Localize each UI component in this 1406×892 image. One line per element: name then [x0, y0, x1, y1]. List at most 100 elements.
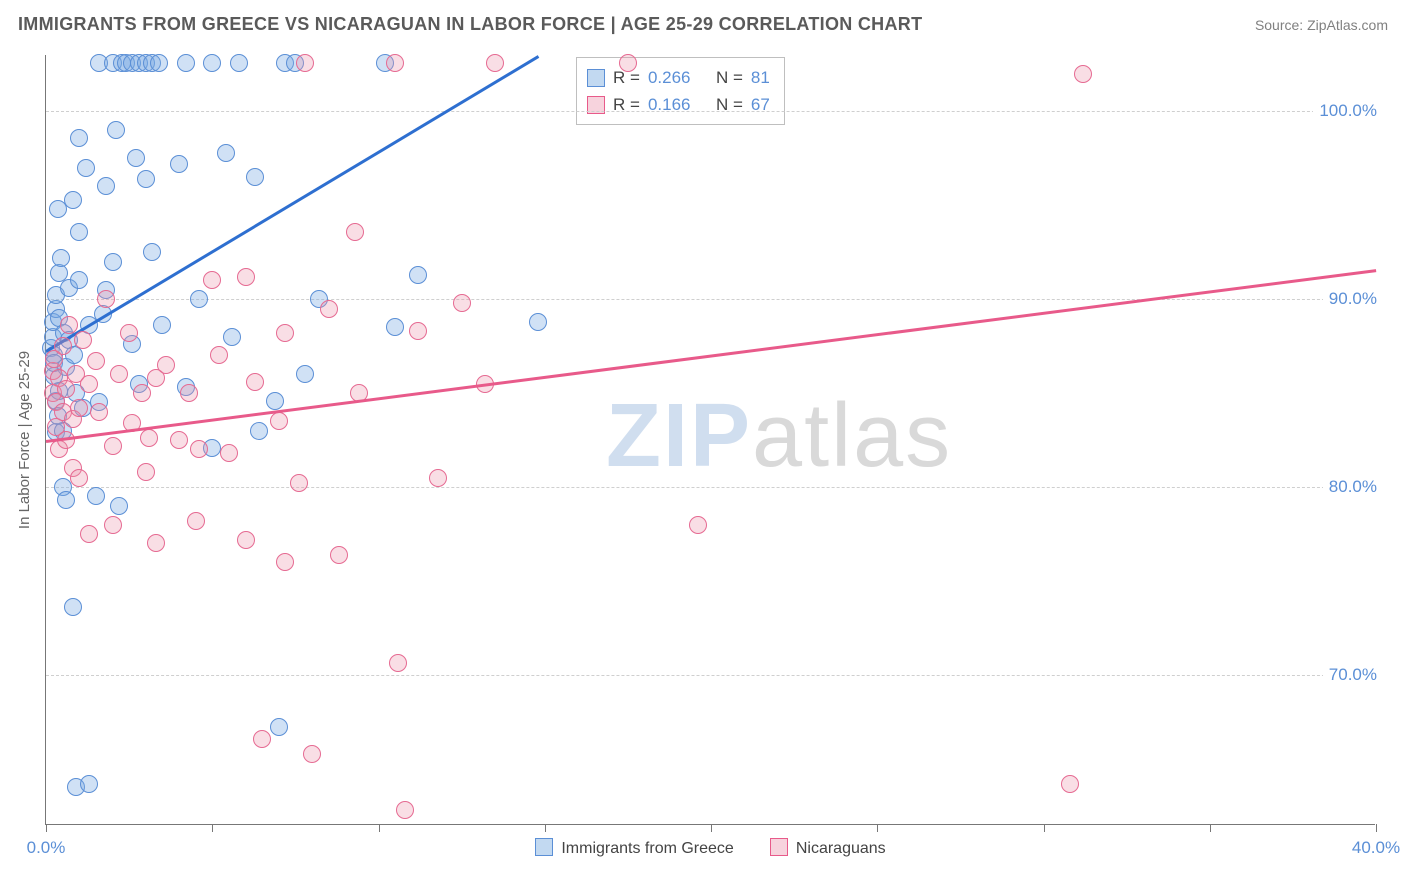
- y-tick-label: 90.0%: [1323, 289, 1377, 309]
- scatter-point-greece: [52, 249, 70, 267]
- legend-row-greece: R = 0.266 N = 81: [587, 64, 770, 91]
- scatter-point-nicaraguans: [689, 516, 707, 534]
- legend-r-label: R =: [613, 91, 640, 118]
- scatter-point-nicaraguans: [140, 429, 158, 447]
- scatter-point-greece: [529, 313, 547, 331]
- legend-n-value-nicaraguans: 67: [751, 91, 770, 118]
- legend-swatch-pink: [770, 838, 788, 856]
- scatter-point-nicaraguans: [1074, 65, 1092, 83]
- scatter-point-nicaraguans: [296, 54, 314, 72]
- x-tick: [545, 824, 546, 832]
- legend-swatch-blue: [535, 838, 553, 856]
- x-tick: [877, 824, 878, 832]
- scatter-point-nicaraguans: [97, 290, 115, 308]
- scatter-point-greece: [57, 491, 75, 509]
- scatter-point-nicaraguans: [396, 801, 414, 819]
- scatter-point-greece: [217, 144, 235, 162]
- x-tick: [212, 824, 213, 832]
- scatter-point-nicaraguans: [453, 294, 471, 312]
- scatter-point-nicaraguans: [237, 531, 255, 549]
- scatter-point-greece: [143, 243, 161, 261]
- scatter-point-nicaraguans: [190, 440, 208, 458]
- scatter-point-greece: [64, 598, 82, 616]
- watermark-zip: ZIP: [606, 386, 752, 486]
- gridline-h: [46, 675, 1375, 676]
- scatter-point-greece: [296, 365, 314, 383]
- legend-r-value-greece: 0.266: [648, 64, 691, 91]
- scatter-point-nicaraguans: [237, 268, 255, 286]
- scatter-point-nicaraguans: [110, 365, 128, 383]
- scatter-point-greece: [250, 422, 268, 440]
- scatter-point-nicaraguans: [57, 380, 75, 398]
- scatter-point-greece: [137, 170, 155, 188]
- x-tick: [711, 824, 712, 832]
- legend-n-value-greece: 81: [751, 64, 770, 91]
- scatter-point-nicaraguans: [104, 516, 122, 534]
- scatter-point-greece: [70, 223, 88, 241]
- scatter-point-greece: [153, 316, 171, 334]
- scatter-point-nicaraguans: [133, 384, 151, 402]
- legend-label-nicaraguans: Nicaraguans: [796, 840, 886, 857]
- scatter-point-nicaraguans: [346, 223, 364, 241]
- scatter-point-nicaraguans: [253, 730, 271, 748]
- source-prefix: Source:: [1255, 17, 1307, 33]
- scatter-point-nicaraguans: [170, 431, 188, 449]
- scatter-point-nicaraguans: [429, 469, 447, 487]
- scatter-point-nicaraguans: [246, 373, 264, 391]
- scatter-point-nicaraguans: [157, 356, 175, 374]
- legend-n-label: N =: [716, 64, 743, 91]
- x-tick-label: 0.0%: [27, 838, 66, 858]
- x-tick: [1044, 824, 1045, 832]
- x-tick-label: 40.0%: [1352, 838, 1400, 858]
- legend-row-nicaraguans: R = 0.166 N = 67: [587, 91, 770, 118]
- scatter-point-nicaraguans: [90, 403, 108, 421]
- scatter-point-greece: [190, 290, 208, 308]
- scatter-point-nicaraguans: [137, 463, 155, 481]
- scatter-point-nicaraguans: [187, 512, 205, 530]
- scatter-plot: ZIPatlas R = 0.266 N = 81 R = 0.166 N = …: [45, 55, 1375, 825]
- y-tick-label: 80.0%: [1323, 477, 1377, 497]
- series-legend: Immigrants from Greece Nicaraguans: [46, 838, 1375, 858]
- scatter-point-nicaraguans: [70, 469, 88, 487]
- scatter-point-nicaraguans: [80, 375, 98, 393]
- title-bar: IMMIGRANTS FROM GREECE VS NICARAGUAN IN …: [18, 14, 1388, 35]
- scatter-point-greece: [177, 54, 195, 72]
- scatter-point-nicaraguans: [203, 271, 221, 289]
- scatter-point-greece: [110, 497, 128, 515]
- scatter-point-greece: [104, 253, 122, 271]
- scatter-point-greece: [230, 54, 248, 72]
- scatter-point-nicaraguans: [80, 525, 98, 543]
- gridline-h: [46, 111, 1375, 112]
- scatter-point-greece: [386, 318, 404, 336]
- correlation-legend: R = 0.266 N = 81 R = 0.166 N = 67: [576, 57, 785, 125]
- scatter-point-greece: [246, 168, 264, 186]
- scatter-point-nicaraguans: [74, 331, 92, 349]
- scatter-point-nicaraguans: [290, 474, 308, 492]
- legend-item-nicaraguans: Nicaraguans: [770, 838, 886, 858]
- source-link[interactable]: ZipAtlas.com: [1307, 17, 1388, 33]
- scatter-point-nicaraguans: [389, 654, 407, 672]
- scatter-point-nicaraguans: [104, 437, 122, 455]
- scatter-point-greece: [70, 129, 88, 147]
- scatter-point-greece: [266, 392, 284, 410]
- scatter-point-greece: [97, 177, 115, 195]
- watermark: ZIPatlas: [606, 385, 952, 488]
- scatter-point-nicaraguans: [220, 444, 238, 462]
- scatter-point-nicaraguans: [270, 412, 288, 430]
- y-axis-label: In Labor Force | Age 25-29: [16, 351, 33, 529]
- source-attribution: Source: ZipAtlas.com: [1255, 17, 1388, 33]
- scatter-point-nicaraguans: [180, 384, 198, 402]
- scatter-point-greece: [150, 54, 168, 72]
- scatter-point-nicaraguans: [320, 300, 338, 318]
- scatter-point-greece: [127, 149, 145, 167]
- scatter-point-nicaraguans: [276, 324, 294, 342]
- scatter-point-greece: [70, 271, 88, 289]
- scatter-point-nicaraguans: [87, 352, 105, 370]
- scatter-point-greece: [409, 266, 427, 284]
- scatter-point-nicaraguans: [486, 54, 504, 72]
- scatter-point-greece: [203, 54, 221, 72]
- y-tick-label: 100.0%: [1313, 101, 1377, 121]
- legend-label-greece: Immigrants from Greece: [561, 840, 733, 857]
- scatter-point-greece: [64, 191, 82, 209]
- scatter-point-nicaraguans: [210, 346, 228, 364]
